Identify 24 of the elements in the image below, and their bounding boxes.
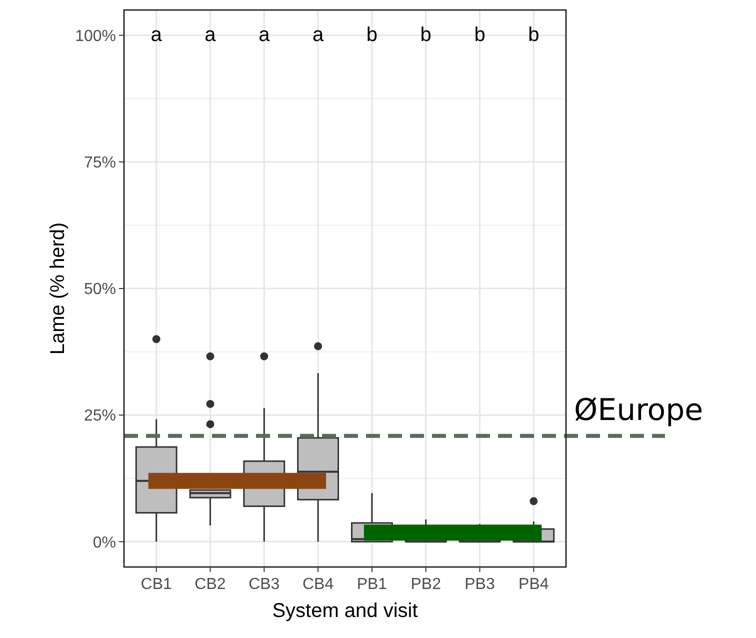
x-tick-label: CB3 bbox=[248, 576, 280, 593]
y-tick-label: 0% bbox=[92, 534, 116, 552]
y-tick-label: 50% bbox=[84, 281, 116, 298]
x-axis-title: System and visit bbox=[272, 600, 418, 622]
annotation: a bbox=[258, 24, 271, 46]
y-tick-label: 75% bbox=[84, 154, 116, 172]
x-tick-label: CB1 bbox=[140, 576, 172, 593]
annotation: a bbox=[204, 24, 217, 46]
y-tick-label: 100% bbox=[75, 28, 116, 45]
ref-line-label: ØEurope bbox=[574, 392, 704, 428]
annotation: b bbox=[528, 24, 540, 46]
x-tick-label: PB2 bbox=[410, 576, 442, 593]
x-tick-label: PB3 bbox=[464, 576, 495, 593]
annotation: b bbox=[420, 24, 432, 46]
x-tick-label: CB2 bbox=[194, 576, 226, 593]
annotation: a bbox=[312, 24, 324, 46]
y-tick-label: 25% bbox=[84, 408, 116, 425]
y-axis-title: Lame (% herd) bbox=[47, 222, 69, 355]
annotation: b bbox=[474, 24, 486, 46]
annotation: b bbox=[366, 24, 378, 46]
x-tick-label: PB1 bbox=[356, 576, 388, 593]
x-tick-label: CB4 bbox=[302, 576, 334, 593]
annotation: a bbox=[150, 24, 163, 46]
x-tick-label: PB4 bbox=[518, 576, 549, 593]
